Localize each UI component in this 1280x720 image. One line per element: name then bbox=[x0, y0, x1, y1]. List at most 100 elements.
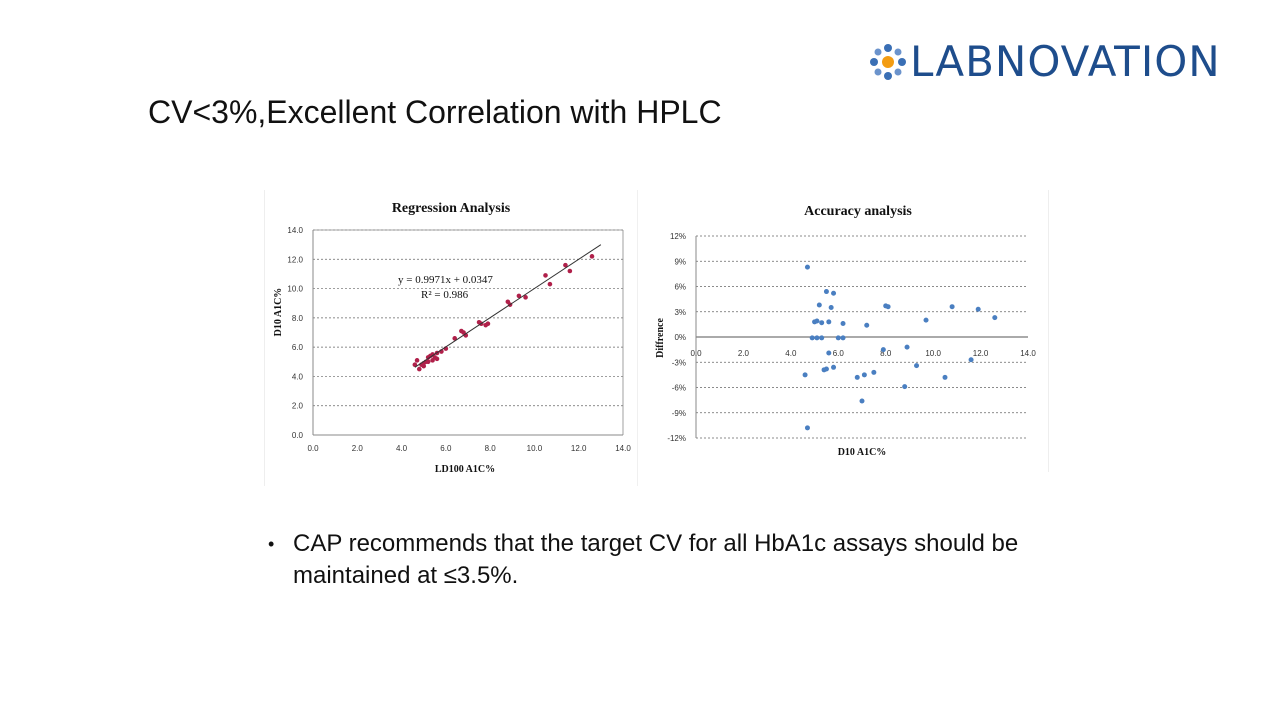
accuracy-data-point bbox=[968, 357, 974, 363]
accuracy-data-point bbox=[828, 305, 834, 311]
regression-y-tick-label: 12.0 bbox=[287, 255, 303, 264]
regression-data-point bbox=[414, 358, 420, 363]
accuracy-y-tick-label: 12% bbox=[670, 232, 686, 241]
regression-y-tick-label: 8.0 bbox=[292, 314, 304, 323]
accuracy-data-point bbox=[885, 304, 891, 310]
accuracy-y-tick-label: 6% bbox=[674, 283, 686, 292]
bullet-text: CAP recommends that the target CV for al… bbox=[293, 530, 1019, 589]
regression-chart-title: Regression Analysis bbox=[392, 201, 511, 216]
regression-x-tick-label: 10.0 bbox=[527, 444, 543, 453]
accuracy-x-axis-label: D10 A1C% bbox=[838, 447, 887, 458]
regression-annotation-r2: R² = 0.986 bbox=[421, 289, 469, 301]
bullet-marker: • bbox=[268, 534, 275, 554]
accuracy-data-point bbox=[854, 374, 860, 380]
regression-chart-panel: Regression Analysis 0.0 2.0 4.0 6.0 8.0 10.0 1… bbox=[264, 190, 638, 486]
regression-data-point bbox=[547, 281, 553, 287]
accuracy-data-point bbox=[823, 366, 829, 372]
accuracy-y-tick-label: 0% bbox=[674, 333, 686, 342]
regression-data-point bbox=[563, 262, 568, 268]
accuracy-data-point bbox=[923, 317, 929, 323]
accuracy-x-tick-label: 4.0 bbox=[785, 349, 797, 358]
regression-x-tick-label: 14.0 bbox=[615, 444, 631, 453]
accuracy-data-point bbox=[859, 398, 865, 404]
accuracy-y-tick-label: -6% bbox=[672, 384, 686, 393]
accuracy-data-point bbox=[819, 320, 825, 326]
accuracy-data-point bbox=[902, 384, 908, 390]
accuracy-chart-panel: Accuracy analysis 12% 9% 6% 3% 0% -3% -6% -9% -1… bbox=[644, 190, 1049, 472]
logo-wordmark: LABNOVATION bbox=[910, 37, 1221, 86]
regression-x-tick-label: 2.0 bbox=[352, 444, 364, 453]
accuracy-data-point bbox=[831, 364, 837, 370]
regression-data-point bbox=[567, 268, 573, 274]
accuracy-data-point bbox=[904, 344, 910, 350]
regression-y-tick-label: 0.0 bbox=[292, 431, 304, 440]
accuracy-x-tick-label: 8.0 bbox=[880, 349, 892, 358]
regression-data-point bbox=[412, 362, 418, 368]
accuracy-data-point bbox=[804, 264, 810, 270]
accuracy-data-point bbox=[823, 289, 829, 295]
regression-y-tick-label: 14.0 bbox=[287, 226, 303, 235]
accuracy-x-tick-label: 12.0 bbox=[973, 349, 989, 358]
accuracy-y-tick-label: 3% bbox=[674, 308, 686, 317]
regression-y-tick-label: 4.0 bbox=[292, 372, 304, 381]
accuracy-x-tick-label: 0.0 bbox=[690, 349, 702, 358]
regression-trendline bbox=[414, 244, 602, 368]
regression-data-point bbox=[516, 293, 522, 299]
regression-annotation-equation: y = 0.9971x + 0.0347 bbox=[398, 274, 493, 286]
accuracy-data-point bbox=[826, 350, 832, 356]
accuracy-data-point bbox=[975, 306, 981, 312]
regression-data-point bbox=[523, 295, 528, 300]
regression-data-point bbox=[589, 254, 595, 259]
accuracy-data-point bbox=[814, 318, 820, 324]
accuracy-y-tick-label: 9% bbox=[674, 257, 686, 266]
accuracy-x-tick-label: 6.0 bbox=[833, 349, 845, 358]
accuracy-data-point bbox=[840, 321, 846, 327]
regression-y-tick-label: 6.0 bbox=[292, 343, 304, 352]
accuracy-data-point bbox=[819, 335, 825, 341]
regression-data-point bbox=[543, 273, 548, 278]
accuracy-chart-title: Accuracy analysis bbox=[804, 204, 912, 219]
regression-x-tick-label: 12.0 bbox=[571, 444, 587, 453]
regression-y-tick-label: 2.0 bbox=[292, 402, 304, 411]
accuracy-data-point bbox=[831, 290, 837, 296]
accuracy-data-point bbox=[871, 369, 877, 375]
accuracy-data-point bbox=[880, 347, 886, 353]
accuracy-data-point bbox=[826, 319, 832, 325]
accuracy-data-point bbox=[816, 302, 822, 308]
accuracy-data-point bbox=[942, 374, 948, 380]
accuracy-data-point bbox=[840, 335, 846, 341]
accuracy-data-point bbox=[835, 335, 841, 341]
accuracy-data-point bbox=[864, 322, 870, 328]
accuracy-data-point bbox=[861, 372, 867, 378]
accuracy-y-axis-label: Diffrence bbox=[655, 318, 666, 358]
regression-data-point bbox=[416, 366, 422, 372]
regression-x-tick-label: 6.0 bbox=[440, 444, 452, 453]
accuracy-data-point bbox=[804, 425, 810, 431]
regression-data-point bbox=[421, 363, 427, 369]
regression-data-point bbox=[425, 359, 431, 365]
regression-y-axis-label: D10 A1C% bbox=[273, 288, 284, 337]
regression-x-tick-label: 4.0 bbox=[396, 444, 408, 453]
accuracy-y-tick-label: -12% bbox=[667, 434, 686, 443]
regression-x-axis-label: LD100 A1C% bbox=[435, 464, 495, 475]
accuracy-y-tick-label: -3% bbox=[672, 358, 686, 367]
regression-data-point bbox=[485, 321, 491, 327]
regression-x-tick-label: 0.0 bbox=[307, 444, 319, 453]
accuracy-chart: Accuracy analysis 12% 9% 6% 3% 0% -3% -6% -9% -1… bbox=[655, 204, 1036, 458]
regression-y-tick-label: 10.0 bbox=[287, 285, 303, 294]
accuracy-x-tick-label: 14.0 bbox=[1020, 349, 1036, 358]
bullet-item: • CAP recommends that the target CV for … bbox=[268, 528, 1028, 592]
accuracy-data-point bbox=[802, 372, 808, 378]
accuracy-data-point bbox=[814, 335, 820, 341]
regression-x-tick-label: 8.0 bbox=[485, 444, 497, 453]
accuracy-x-tick-label: 2.0 bbox=[738, 349, 750, 358]
slide-title: CV<3%,Excellent Correlation with HPLC bbox=[148, 94, 722, 130]
accuracy-y-tick-label: -9% bbox=[672, 409, 686, 418]
accuracy-data-point bbox=[949, 304, 955, 310]
accuracy-data-point bbox=[914, 363, 920, 369]
regression-data-point bbox=[434, 356, 440, 362]
regression-data-point bbox=[452, 336, 458, 341]
regression-chart: Regression Analysis 0.0 2.0 4.0 6.0 8.0 10.0 1… bbox=[273, 201, 631, 475]
accuracy-data-point bbox=[992, 315, 998, 321]
labnovation-logo-icon bbox=[870, 44, 906, 80]
